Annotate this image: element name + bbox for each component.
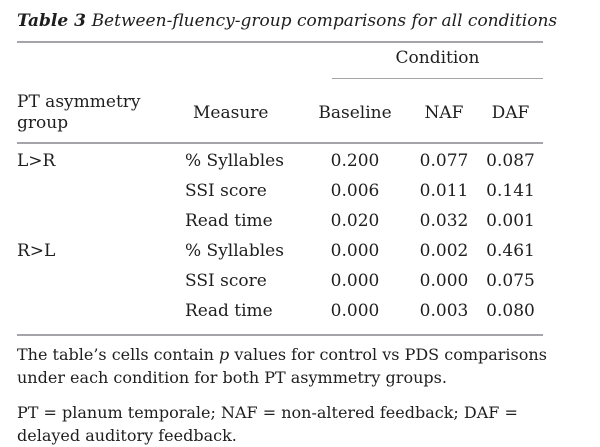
column-header-naf: NAF — [410, 79, 478, 144]
column-header-row: PT asymmetry group Measure Baseline NAF … — [17, 79, 543, 144]
table-caption: Table 3 Between-fluency-group comparisons… — [17, 11, 600, 31]
group-cell — [17, 177, 180, 207]
baseline-value-cell: 0.000 — [330, 241, 380, 261]
daf-value-cell: 0.087 — [486, 151, 535, 171]
table-row: L>R % Syllables 0.200 0.077 0.087 — [17, 143, 543, 177]
italic-p: p — [219, 345, 230, 364]
column-header-group: PT asymmetry group — [17, 79, 180, 144]
group-cell: L>R — [17, 151, 56, 171]
table-row: SSI score 0.006 0.011 0.141 — [17, 177, 543, 207]
measure-cell: SSI score — [185, 181, 267, 201]
table-row: R>L % Syllables 0.000 0.002 0.461 — [17, 237, 543, 267]
table-body: L>R % Syllables 0.200 0.077 0.087 SSI sc… — [17, 143, 543, 335]
condition-spanner-cell: Condition — [300, 42, 543, 79]
condition-spanner-label: Condition — [332, 48, 543, 79]
group-cell — [17, 267, 180, 297]
daf-value-cell: 0.461 — [486, 241, 535, 261]
measure-cell: % Syllables — [185, 241, 284, 261]
measure-cell: SSI score — [185, 271, 267, 291]
measure-cell: % Syllables — [185, 151, 284, 171]
table-footnotes: The table’s cells contain p values for c… — [17, 343, 577, 447]
daf-value-cell: 0.080 — [486, 301, 535, 321]
footnote-line: delayed auditory feedback. — [17, 426, 237, 445]
table-row: Read time 0.020 0.032 0.001 — [17, 207, 543, 237]
naf-value-cell: 0.000 — [419, 271, 469, 291]
table-caption-text: Between-fluency-group comparisons for al… — [91, 11, 558, 31]
footnote-text: The table’s cells contain — [17, 345, 220, 364]
group-cell — [17, 207, 180, 237]
footnote-abbreviations: PT = planum temporale; NAF = non-altered… — [17, 401, 577, 447]
baseline-value-cell: 0.200 — [330, 151, 380, 171]
comparison-table: Condition PT asymmetry group Measure Bas… — [17, 41, 543, 336]
baseline-value-cell: 0.006 — [330, 181, 380, 201]
naf-value-cell: 0.077 — [419, 151, 469, 171]
table-row: SSI score 0.000 0.000 0.075 — [17, 267, 543, 297]
footnote-pvalues: The table’s cells contain p values for c… — [17, 343, 577, 389]
naf-value-cell: 0.003 — [419, 301, 469, 321]
column-header-daf: DAF — [478, 79, 543, 144]
condition-spanner-row: Condition — [17, 42, 543, 79]
naf-value-cell: 0.032 — [419, 211, 469, 231]
footnote-line: PT = planum temporale; NAF = non-altered… — [17, 403, 518, 422]
table-caption-label: Table 3 — [17, 11, 86, 31]
baseline-value-cell: 0.020 — [330, 211, 380, 231]
footnote-line: under each condition for both PT asymmet… — [17, 368, 447, 387]
baseline-value-cell: 0.000 — [330, 271, 380, 291]
column-header-measure: Measure — [180, 79, 300, 144]
daf-value-cell: 0.141 — [486, 181, 535, 201]
condition-spacer-cell — [17, 42, 300, 79]
table-head: Condition PT asymmetry group Measure Bas… — [17, 42, 543, 144]
group-cell: R>L — [17, 241, 56, 261]
footnote-line: The table’s cells contain p values for c… — [17, 343, 577, 366]
footnote-text: values for control vs PDS comparisons — [229, 345, 547, 364]
naf-value-cell: 0.011 — [419, 181, 469, 201]
column-header-baseline: Baseline — [300, 79, 410, 144]
table-row: Read time 0.000 0.003 0.080 — [17, 297, 543, 335]
baseline-value-cell: 0.000 — [330, 301, 380, 321]
daf-value-cell: 0.075 — [486, 271, 535, 291]
measure-cell: Read time — [185, 211, 273, 231]
daf-value-cell: 0.001 — [486, 211, 535, 231]
measure-cell: Read time — [185, 301, 273, 321]
naf-value-cell: 0.002 — [419, 241, 469, 261]
group-cell — [17, 297, 180, 335]
